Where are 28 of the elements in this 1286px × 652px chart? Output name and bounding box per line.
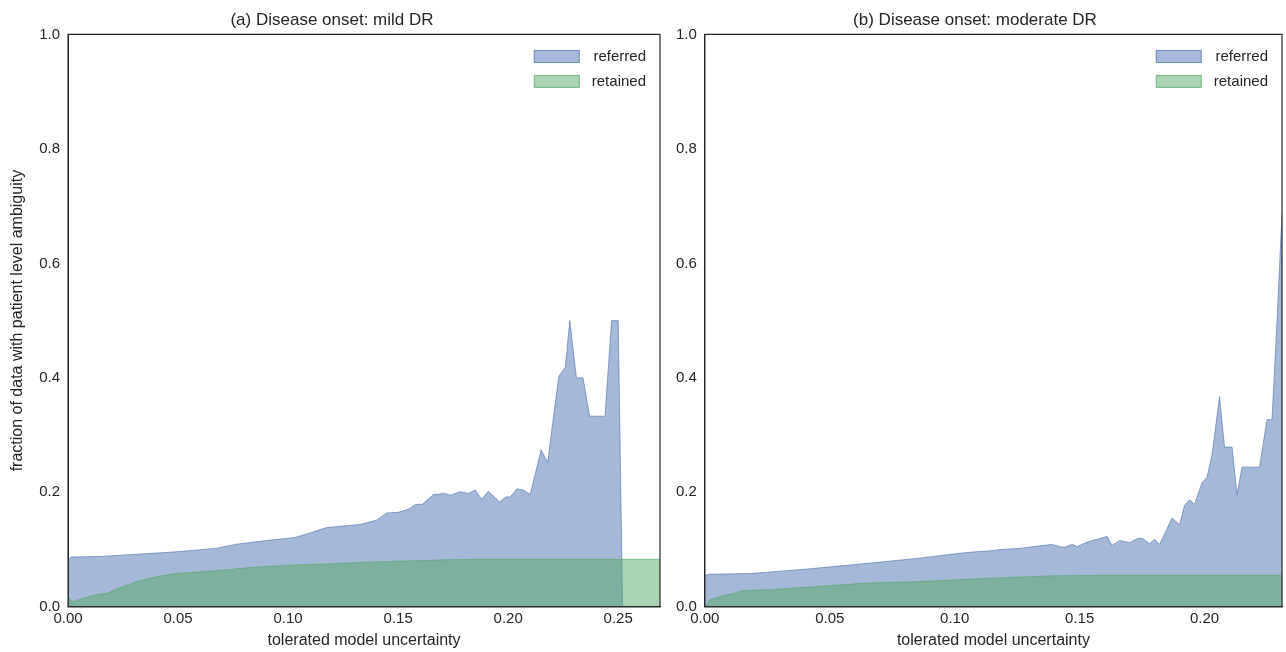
y-axis-title: fraction of data with patient level ambiguity — [8, 169, 26, 472]
x-tick-label: 0.25 — [603, 608, 633, 626]
y-tick-label: 1.0 — [675, 24, 697, 42]
chart-title: (a) Disease onset: mild DR — [230, 9, 434, 29]
y-tick-label: 0.8 — [39, 139, 61, 157]
legend-label: referred — [1215, 46, 1268, 64]
x-axis-title: tolerated model uncertainty — [267, 630, 461, 648]
legend-label: retained — [591, 71, 646, 89]
x-tick-label: 0.10 — [273, 608, 303, 626]
legend-label: retained — [1213, 71, 1268, 89]
legend-label: referred — [593, 46, 646, 64]
x-axis-title: tolerated model uncertainty — [896, 630, 1090, 648]
x-tick-label: 0.15 — [1065, 608, 1095, 626]
y-tick-label: 0.4 — [675, 367, 697, 385]
x-tick-label: 0.10 — [940, 608, 970, 626]
x-tick-label: 0.15 — [383, 608, 413, 626]
y-tick-label: 0.6 — [39, 253, 61, 271]
y-tick-label: 0.2 — [39, 482, 61, 500]
y-tick-label: 0.2 — [675, 482, 697, 500]
y-tick-label: 1.0 — [39, 24, 61, 42]
x-tick-label: 0.05 — [815, 608, 845, 626]
x-tick-label: 0.05 — [163, 608, 193, 626]
x-tick-label: 0.20 — [493, 608, 523, 626]
y-tick-label: 0.8 — [675, 139, 697, 157]
y-tick-label: 0.4 — [39, 367, 61, 385]
y-tick-label: 0.6 — [675, 253, 697, 271]
chart-title: (b) Disease onset: moderate DR — [853, 9, 1097, 29]
x-tick-label: 0.20 — [1189, 608, 1220, 626]
